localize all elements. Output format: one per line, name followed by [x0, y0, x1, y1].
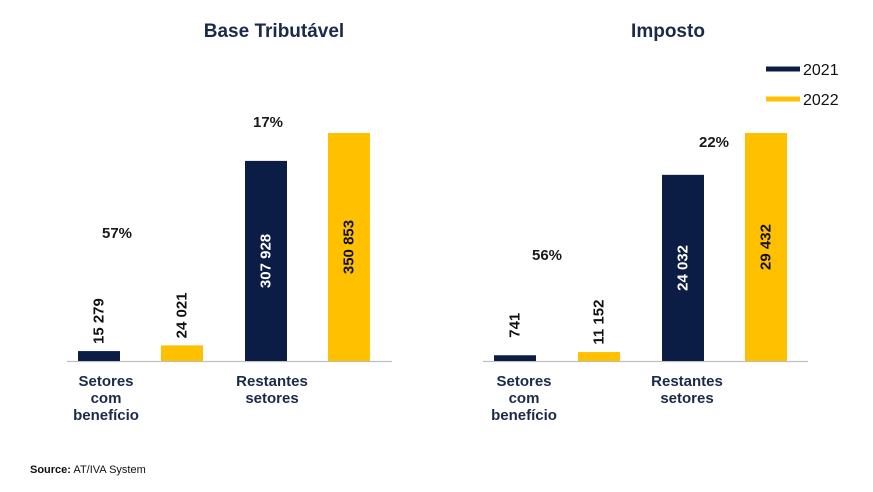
bar-2021-setores-com-beneficio [78, 351, 120, 361]
bar-2022-setores-com-beneficio [578, 352, 620, 361]
legend-label-2022: 2022 [803, 92, 839, 109]
value-label: 350 853 [341, 220, 358, 274]
value-label: 29 432 [758, 224, 775, 270]
value-label: 15 279 [91, 298, 108, 344]
value-label: 11 152 [591, 300, 608, 345]
chart-title-imposto: Imposto [631, 21, 705, 42]
legend: 2021 2022 [766, 62, 839, 109]
value-label: 307 928 [258, 234, 275, 288]
category-label: setores [245, 390, 298, 407]
category-label: Setores [496, 373, 551, 390]
bar-2022-restantes-setores [745, 133, 787, 361]
legend-label-2021: 2021 [803, 62, 839, 79]
category-label: Restantes [236, 373, 308, 390]
chart-title-base-tributavel: Base Tributável [204, 21, 344, 42]
category-label: setores [660, 390, 713, 407]
category-label: com [91, 390, 122, 407]
bar-2021-setores-com-beneficio [494, 355, 536, 361]
source-note: Source: AT/IVA System [30, 464, 146, 476]
category-label: Restantes [651, 373, 723, 390]
category-label: benefício [73, 407, 139, 424]
source-text: AT/IVA System [73, 464, 146, 476]
category-label: com [509, 390, 540, 407]
value-label: 24 032 [675, 245, 692, 291]
value-label: 24 021 [174, 292, 191, 338]
growth-label: 17% [253, 114, 283, 131]
bar-2021-restantes-setores [245, 160, 287, 361]
category-label: benefício [491, 407, 557, 424]
bar-2022-restantes-setores [328, 133, 370, 361]
bar-2021-restantes-setores [662, 174, 704, 361]
value-label: 741 [507, 313, 524, 338]
growth-label: 56% [532, 247, 562, 264]
growth-label: 22% [699, 134, 729, 151]
category-label: Setores [78, 373, 133, 390]
growth-label: 57% [102, 225, 132, 242]
bar-2022-setores-com-beneficio [161, 345, 203, 361]
source-label: Source: [30, 464, 71, 476]
